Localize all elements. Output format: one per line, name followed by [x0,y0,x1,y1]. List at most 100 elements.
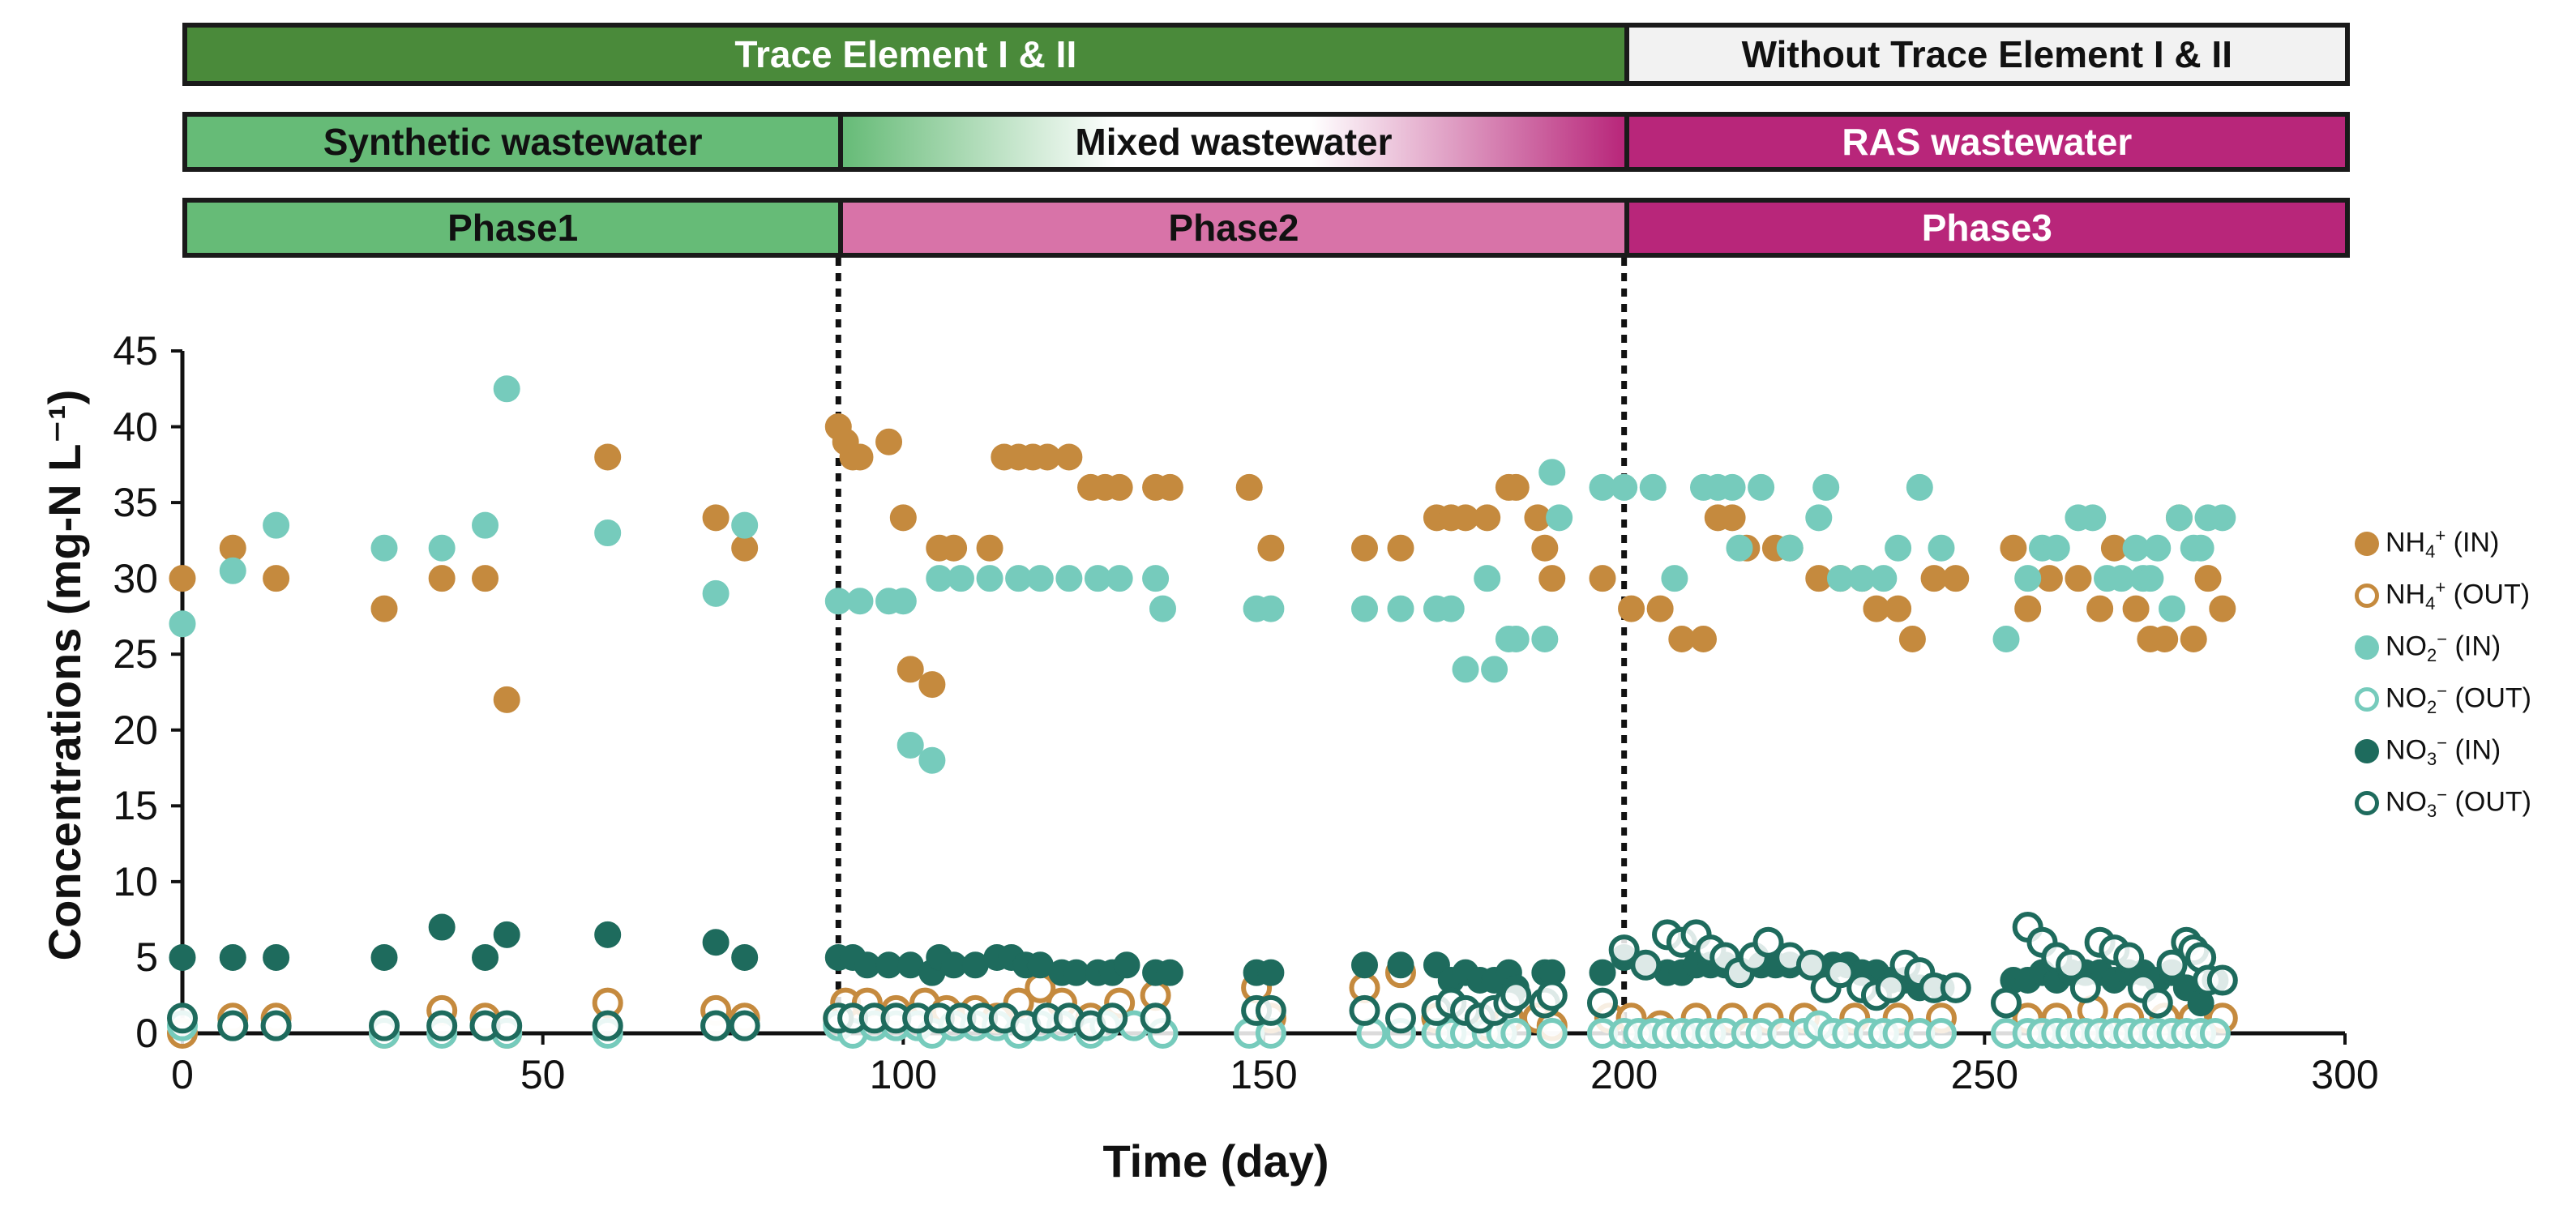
data-point [1387,951,1414,979]
band-wastewater: Mixed wastewater [838,112,1629,172]
data-point [1726,534,1753,562]
data-point [1992,626,2020,653]
band-phase: Phase3 [1624,198,2350,258]
data-point [976,534,1003,562]
data-point [2156,949,2188,981]
y-tick-label: 40 [113,404,158,450]
data-point [2069,972,2101,1003]
data-point [1502,473,1530,501]
data-point [1106,565,1133,592]
legend-marker-icon [2355,635,2379,661]
data-point [1586,987,1618,1019]
y-tick-label: 20 [113,707,158,753]
band-label: Trace Element I & II [734,33,1077,75]
data-point [1257,959,1285,986]
band-label: Synthetic wastewater [323,121,703,163]
data-point [702,579,730,607]
data-point [2194,565,2222,592]
data-point [1925,1018,1957,1049]
data-point [370,595,398,622]
data-point [169,565,196,592]
legend-marker-icon [2355,687,2379,712]
data-point [428,565,456,592]
data-point [940,534,968,562]
data-point [1812,473,1840,501]
data-point [889,504,917,532]
data-point [428,534,456,562]
y-tick-label: 15 [113,783,158,829]
data-point [2122,595,2150,622]
data-point [1235,473,1263,501]
data-point [729,1010,760,1041]
data-point [1646,595,1674,622]
data-point [1387,595,1414,622]
band-label: RAS wastewater [1842,121,2133,163]
data-point [2180,626,2207,653]
data-point [169,610,196,638]
x-tick-label: 100 [869,1052,938,1097]
data-point [1618,595,1645,622]
data-point [167,1003,198,1034]
data-point [1156,959,1183,986]
data-point [2043,534,2070,562]
data-point [219,557,246,584]
data-point [2206,964,2238,996]
x-tick-label: 150 [1230,1052,1298,1097]
data-point [1055,565,1083,592]
data-point [1255,994,1286,1026]
data-point [2209,595,2236,622]
data-point [1795,949,1827,981]
band-label: Phase2 [1168,207,1299,249]
legend-marker-icon [2355,791,2379,816]
legend-item: NO2− (OUT) [2355,681,2531,718]
data-point [1384,1003,1416,1034]
legend-label: NO2− (OUT) [2386,681,2531,718]
data-point [1885,595,1912,622]
legend-marker-icon [2355,584,2379,609]
data-point [2165,504,2193,532]
data-point [219,943,246,971]
data-point [370,943,398,971]
band-label: Without Trace Element I & II [1741,33,2232,75]
legend-item: NO3− (IN) [2355,733,2501,770]
data-point [1776,534,1804,562]
data-point [700,1010,732,1041]
data-point [1639,473,1667,501]
data-point [493,921,520,948]
data-point [1940,972,1971,1003]
data-point [2137,565,2164,592]
data-point [1536,980,1568,1011]
data-point [1608,934,1640,966]
data-point [2079,504,2107,532]
data-point [896,656,924,683]
data-point [1387,534,1414,562]
legend-item: NH4+ (IN) [2355,525,2499,562]
y-tick-label: 30 [113,555,158,601]
data-point [263,943,290,971]
data-point [918,746,946,774]
band-phase: Phase2 [838,198,1629,258]
data-point [493,375,520,403]
data-point [731,511,759,539]
y-tick-label: 45 [113,328,158,374]
data-point [1351,951,1379,979]
x-axis-title: Time (day) [1102,1135,1329,1186]
band-label: Phase3 [1921,207,2052,249]
data-point [1149,595,1176,622]
band-label: Mixed wastewater [1075,121,1393,163]
data-point [493,686,520,713]
data-point [426,1010,458,1041]
data-point [2144,534,2172,562]
data-point [1437,595,1465,622]
data-point [1589,959,1616,986]
x-tick-label: 50 [520,1052,566,1097]
data-point [594,519,622,547]
data-point [875,428,903,455]
data-point [2014,595,2042,622]
data-point [1097,1003,1128,1034]
data-point [1875,972,1906,1003]
y-axis-title: Concentrations (mg-N L⁻¹) [39,389,90,961]
data-point [2086,595,2114,622]
data-point [1026,565,1054,592]
band-wastewater: RAS wastewater [1624,112,2350,172]
